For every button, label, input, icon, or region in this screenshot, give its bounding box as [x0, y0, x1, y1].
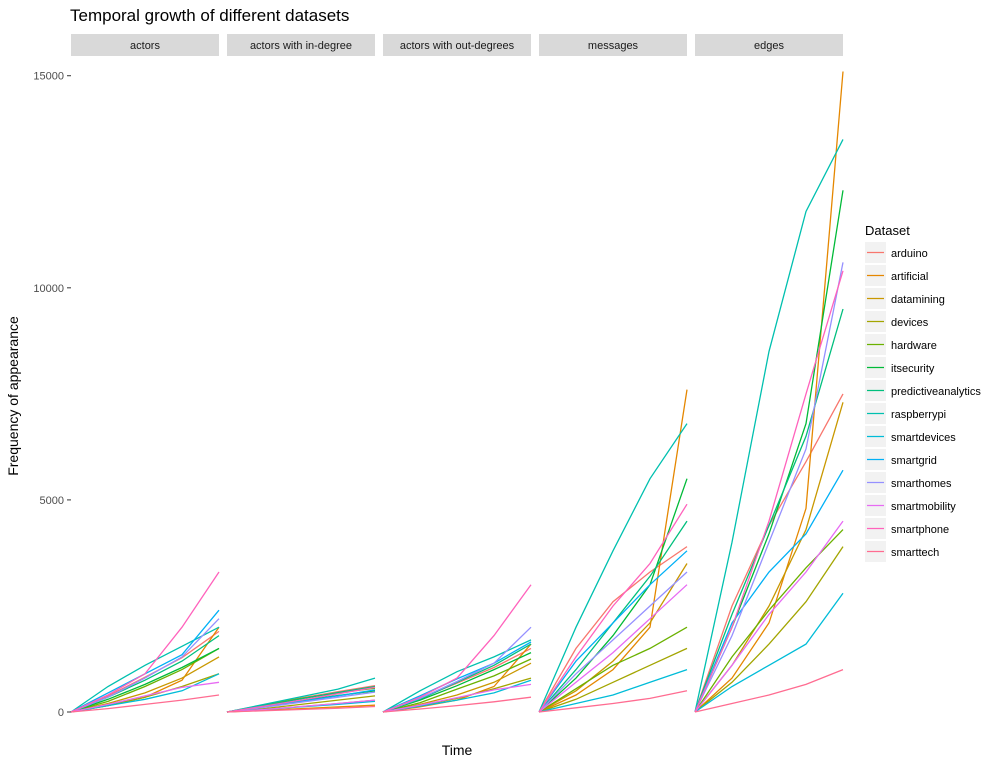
- series-line-smartmobility: [70, 681, 220, 713]
- series-line-devices: [694, 546, 844, 713]
- series-line-smartmobility: [382, 683, 532, 713]
- series-line-itsecurity: [70, 647, 220, 713]
- series-line-itsecurity: [538, 478, 688, 713]
- legend-label: smarthomes: [891, 478, 952, 490]
- legend-label: smartdevices: [891, 432, 956, 444]
- legend: Dataset arduino artificial datamining devic…: [865, 223, 981, 562]
- legend-label: arduino: [891, 248, 928, 260]
- series-line-devices: [538, 647, 688, 713]
- y-tick-label: 15000: [33, 71, 64, 83]
- y-axis: 0 5000 10000 15000: [33, 71, 71, 719]
- legend-label: datamining: [891, 294, 945, 306]
- y-tick-label: 10000: [33, 283, 64, 295]
- legend-item-itsecurity: itsecurity: [865, 357, 935, 378]
- legend-label: smartmobility: [891, 501, 956, 513]
- facet-edges: edges: [694, 34, 844, 713]
- legend-label: smartgrid: [891, 455, 937, 467]
- facet-strip: [227, 34, 375, 56]
- legend-title: Dataset: [865, 223, 910, 238]
- legend-item-artificial: artificial: [865, 265, 928, 286]
- series-line-raspberrypi: [538, 423, 688, 713]
- legend-item-smartmobility: smartmobility: [865, 495, 956, 516]
- legend-label: predictiveanalytics: [891, 386, 981, 398]
- series-line-smartphone: [226, 686, 376, 713]
- series-line-smarttech: [694, 668, 844, 713]
- facet-strip-label: actors: [130, 40, 160, 52]
- legend-item-smartgrid: smartgrid: [865, 449, 937, 470]
- series-line-artificial: [694, 71, 844, 713]
- facet-strip: [539, 34, 687, 56]
- series-line-smartgrid: [538, 550, 688, 713]
- series-line-smarttech: [382, 696, 532, 713]
- series-line-smarttech: [538, 690, 688, 713]
- chart-title: Temporal growth of different datasets: [70, 6, 349, 25]
- series-line-raspberrypi: [694, 139, 844, 713]
- series-line-datamining: [538, 563, 688, 713]
- facet-strip-label: actors with in-degree: [250, 40, 352, 52]
- series-line-smartgrid: [694, 469, 844, 713]
- series-line-raspberrypi: [382, 639, 532, 713]
- legend-item-arduino: arduino: [865, 242, 928, 263]
- y-axis-title: Frequency of appearance: [5, 316, 21, 476]
- legend-item-raspberrypi: raspberrypi: [865, 403, 946, 424]
- legend-item-datamining: datamining: [865, 288, 945, 309]
- x-axis-title: Time: [442, 742, 473, 758]
- y-tick-label: 5000: [40, 495, 64, 507]
- series-line-smartphone: [70, 571, 220, 713]
- facet-panels: actors actors with in-degree actors with o…: [70, 34, 844, 713]
- facet-messages: messages: [538, 34, 688, 713]
- legend-label: smartphone: [891, 524, 949, 536]
- series-line-hardware: [382, 658, 532, 713]
- facet-actors-with-in-degree: actors with in-degree: [226, 34, 376, 713]
- legend-item-predictiveanalytics: predictiveanalytics: [865, 380, 981, 401]
- series-line-smarthomes: [694, 262, 844, 713]
- series-line-itsecurity: [694, 190, 844, 713]
- legend-item-smarttech: smarttech: [865, 541, 939, 562]
- legend-label: smarttech: [891, 547, 939, 559]
- legend-label: hardware: [891, 340, 937, 352]
- legend-item-smarthomes: smarthomes: [865, 472, 952, 493]
- series-line-smartmobility: [694, 520, 844, 713]
- series-line-smartdevices: [694, 592, 844, 713]
- series-line-smartmobility: [226, 699, 376, 713]
- facet-actors: actors: [70, 34, 220, 713]
- legend-label: devices: [891, 317, 929, 329]
- series-line-smarthomes: [70, 618, 220, 713]
- facet-strip-label: edges: [754, 40, 784, 52]
- facet-actors-with-out-degrees: actors with out-degrees: [382, 34, 532, 713]
- legend-item-smartphone: smartphone: [865, 518, 949, 539]
- legend-item-hardware: hardware: [865, 334, 937, 355]
- series-line-smarthomes: [538, 571, 688, 713]
- legend-items: arduino artificial datamining devices hardwa…: [865, 242, 981, 562]
- series-line-smarthomes: [382, 626, 532, 713]
- series-line-predictiveanalytics: [694, 308, 844, 713]
- series-line-raspberrypi: [226, 677, 376, 713]
- facet-strip: [383, 34, 531, 56]
- series-line-smarthomes: [226, 691, 376, 713]
- series-line-hardware: [70, 647, 220, 713]
- facet-strip-label: actors with out-degrees: [400, 40, 515, 52]
- series-line-smartphone: [382, 584, 532, 713]
- series-line-arduino: [538, 546, 688, 713]
- facet-strip: [695, 34, 843, 56]
- y-tick-label: 0: [58, 707, 64, 719]
- series-line-smarttech: [70, 694, 220, 713]
- legend-label: itsecurity: [891, 363, 935, 375]
- legend-item-devices: devices: [865, 311, 929, 332]
- series-line-smartgrid: [382, 641, 532, 713]
- facet-strip: [71, 34, 219, 56]
- series-line-smartphone: [694, 270, 844, 713]
- legend-item-smartdevices: smartdevices: [865, 426, 956, 447]
- series-line-smartmobility: [538, 584, 688, 713]
- series-line-smartphone: [538, 503, 688, 713]
- series-line-smartdevices: [538, 668, 688, 713]
- facet-strip-label: messages: [588, 40, 639, 52]
- legend-label: raspberrypi: [891, 409, 946, 421]
- series-line-smarttech: [226, 705, 376, 713]
- legend-label: artificial: [891, 271, 928, 283]
- series-line-hardware: [538, 626, 688, 713]
